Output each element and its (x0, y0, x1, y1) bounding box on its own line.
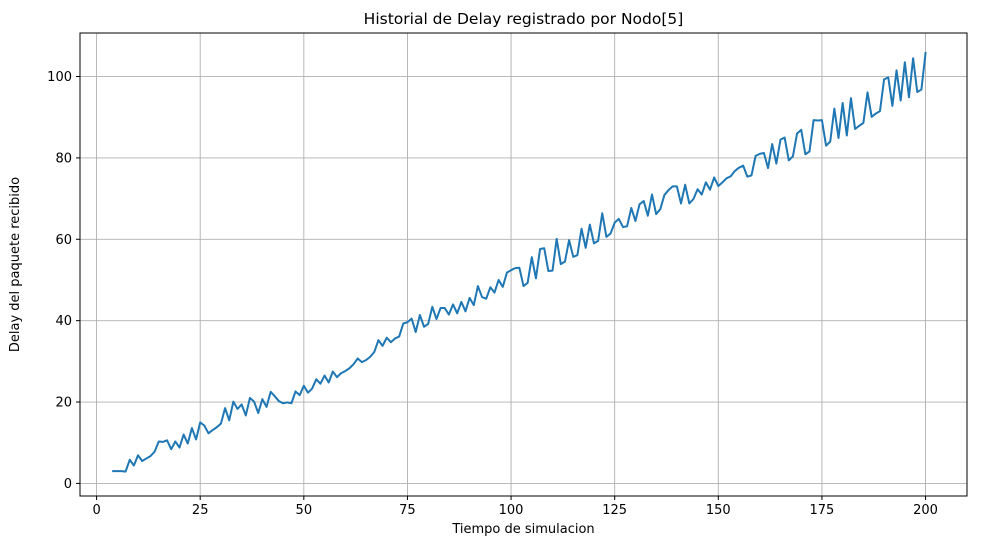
x-tick-label: 75 (399, 503, 416, 518)
data-series (112, 51, 927, 473)
x-tick-label: 25 (192, 503, 209, 518)
axis-ticks: 0 25 50 75 100 125 150 175 200 0 20 40 60 80 100 (47, 70, 938, 518)
y-tick-label: 80 (55, 151, 72, 166)
x-tick-label: 50 (296, 503, 313, 518)
chart-title: Historial de Delay registrado por Nodo[5… (364, 10, 684, 28)
x-tick-label: 200 (913, 503, 938, 518)
x-tick-label: 0 (92, 503, 100, 518)
series-line (112, 51, 927, 473)
x-axis-title: Tiempo de simulacion (451, 522, 594, 537)
x-tick-label: 100 (499, 503, 524, 518)
plot-area-frame (79, 32, 968, 497)
grid (80, 33, 967, 496)
y-tick-label: 0 (64, 477, 72, 492)
x-tick-label: 125 (602, 503, 627, 518)
y-axis-title: Delay del paquete recibido (8, 177, 23, 352)
y-tick-label: 60 (55, 233, 72, 248)
x-tick-label: 175 (810, 503, 835, 518)
y-tick-label: 100 (47, 70, 72, 85)
y-tick-label: 20 (55, 396, 72, 411)
y-tick-label: 40 (55, 314, 72, 329)
x-tick-label: 150 (706, 503, 731, 518)
